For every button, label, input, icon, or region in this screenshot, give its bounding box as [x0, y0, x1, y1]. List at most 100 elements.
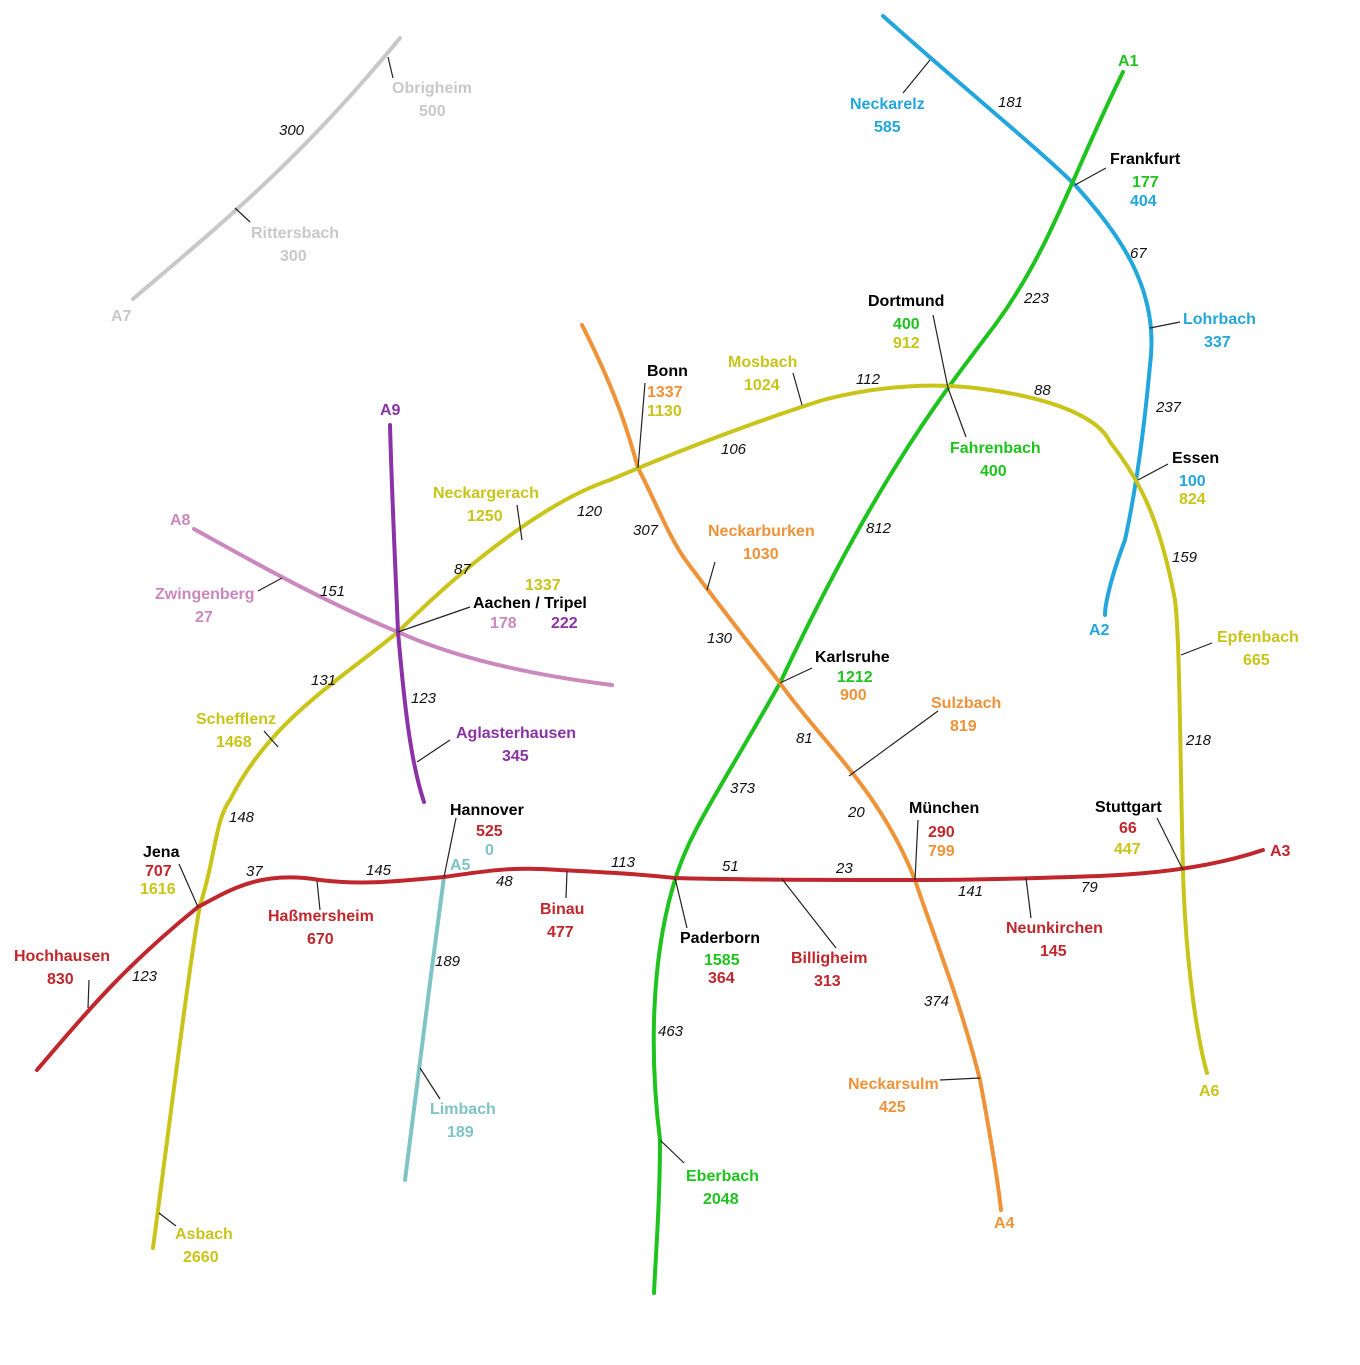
- station-frankfurt: Frankfurt: [1110, 151, 1181, 168]
- value-frankfurt-a1: 177: [1132, 174, 1159, 191]
- station-limbach: Limbach: [430, 1101, 496, 1118]
- distance-label: 23: [835, 860, 853, 877]
- value-aachen-a6: 1337: [525, 577, 561, 594]
- value-dortmund-a1: 400: [893, 316, 920, 333]
- station-aachen: Aachen / Tripel: [473, 595, 587, 612]
- station-schefflenz: Schefflenz: [196, 711, 276, 728]
- distance-label: 51: [722, 858, 739, 875]
- station-epfenbach: Epfenbach: [1217, 629, 1299, 646]
- distance-label: 463: [658, 1023, 684, 1040]
- line-label-a3: A3: [1270, 843, 1291, 860]
- distance-label: 67: [1130, 245, 1147, 262]
- station-stuttgart: Stuttgart: [1095, 799, 1162, 816]
- station-neckargerach: Neckargerach: [433, 485, 539, 502]
- distance-label: 189: [435, 953, 461, 970]
- value-asbach: 2660: [183, 1249, 219, 1266]
- value-limbach: 189: [447, 1124, 474, 1141]
- value-karlsruhe-a1: 1212: [837, 669, 873, 686]
- station-muenchen: München: [909, 800, 979, 817]
- distance-label: 159: [1172, 549, 1198, 566]
- value-mosbach: 1024: [744, 377, 780, 394]
- value-eberbach: 2048: [703, 1191, 739, 1208]
- value-aachen-a9: 222: [551, 615, 578, 632]
- value-neckarsulm: 425: [879, 1099, 906, 1116]
- value-schefflenz: 1468: [216, 734, 252, 751]
- station-karlsruhe: Karlsruhe: [815, 649, 890, 666]
- distance-label: 218: [1185, 732, 1212, 749]
- value-epfenbach: 665: [1243, 652, 1270, 669]
- value-aglasterhausen: 345: [502, 748, 529, 765]
- line-a5: [403, 875, 446, 1182]
- value-hannover-a3: 525: [476, 823, 503, 840]
- segment-distances: 300 181 67 223 112 88 237 106 120 307 81…: [132, 94, 1212, 1040]
- value-neunkirchen: 145: [1040, 943, 1067, 960]
- line-label-a7: A7: [111, 308, 132, 325]
- station-neckarburken: Neckarburken: [708, 523, 815, 540]
- line-label-a2: A2: [1089, 622, 1110, 639]
- value-aachen-a8: 178: [490, 615, 517, 632]
- station-rittersbach: Rittersbach: [251, 225, 339, 242]
- station-neckarelz: Neckarelz: [850, 96, 925, 113]
- station-lohrbach: Lohrbach: [1183, 311, 1256, 328]
- distance-label: 112: [856, 371, 881, 388]
- value-fahrenbach: 400: [980, 463, 1007, 480]
- station-mosbach: Mosbach: [728, 354, 797, 371]
- station-aglasterhausen: Aglasterhausen: [456, 725, 576, 742]
- value-hannover-a5: 0: [485, 842, 494, 859]
- value-frankfurt-a2: 404: [1130, 193, 1157, 210]
- station-binau: Binau: [540, 901, 584, 918]
- station-essen: Essen: [1172, 450, 1219, 467]
- value-lohrbach: 337: [1204, 334, 1231, 351]
- distance-label: 141: [958, 883, 983, 900]
- distance-label: 181: [998, 94, 1023, 111]
- value-stuttgart-a3: 66: [1119, 820, 1137, 837]
- distance-label: 20: [847, 804, 865, 821]
- station-asbach: Asbach: [175, 1226, 233, 1243]
- value-neckargerach: 1250: [467, 508, 503, 525]
- line-a6: [151, 383, 1209, 1250]
- value-neckarelz: 585: [874, 119, 901, 136]
- distance-label: 81: [796, 730, 813, 747]
- distance-label: 373: [730, 780, 756, 797]
- distance-label: 374: [924, 993, 949, 1010]
- station-dortmund: Dortmund: [868, 293, 944, 310]
- line-a7: [131, 36, 402, 301]
- line-label-a5: A5: [450, 857, 471, 874]
- station-eberbach: Eberbach: [686, 1168, 759, 1185]
- distance-label: 307: [633, 522, 659, 539]
- distance-label: 88: [1034, 382, 1051, 399]
- value-jena-a6: 1616: [140, 881, 176, 898]
- station-sulzbach: Sulzbach: [931, 695, 1001, 712]
- station-billigheim: Billigheim: [791, 950, 867, 967]
- distance-label: 37: [246, 863, 263, 880]
- distance-label: 151: [320, 583, 345, 600]
- station-hochhausen: Hochhausen: [14, 948, 110, 965]
- distance-label: 148: [229, 809, 255, 826]
- station-hannover: Hannover: [450, 802, 524, 819]
- value-essen-a2: 100: [1179, 473, 1206, 490]
- station-obrigheim: Obrigheim: [392, 80, 472, 97]
- station-jena: Jena: [143, 844, 180, 861]
- value-hochhausen: 830: [47, 971, 74, 988]
- value-paderborn-a3: 364: [708, 970, 735, 987]
- distance-label: 300: [279, 122, 305, 139]
- value-paderborn-a1: 1585: [704, 952, 740, 969]
- station-paderborn: Paderborn: [680, 930, 760, 947]
- station-hassmersheim: Haßmersheim: [268, 908, 374, 925]
- value-binau: 477: [547, 924, 574, 941]
- value-essen-a6: 824: [1179, 491, 1206, 508]
- line-label-a4: A4: [994, 1215, 1015, 1232]
- station-neckarsulm: Neckarsulm: [848, 1076, 939, 1093]
- station-neunkirchen: Neunkirchen: [1006, 920, 1103, 937]
- distance-label: 106: [721, 441, 747, 458]
- leader-lines: [87, 56, 1213, 1227]
- value-hassmersheim: 670: [307, 931, 334, 948]
- station-zwingenberg: Zwingenberg: [155, 586, 255, 603]
- value-jena-a3: 707: [145, 863, 172, 880]
- distance-label: 223: [1023, 290, 1050, 307]
- distance-label: 113: [611, 854, 636, 871]
- distance-label: 48: [496, 873, 513, 890]
- line-a1: [651, 70, 1125, 1295]
